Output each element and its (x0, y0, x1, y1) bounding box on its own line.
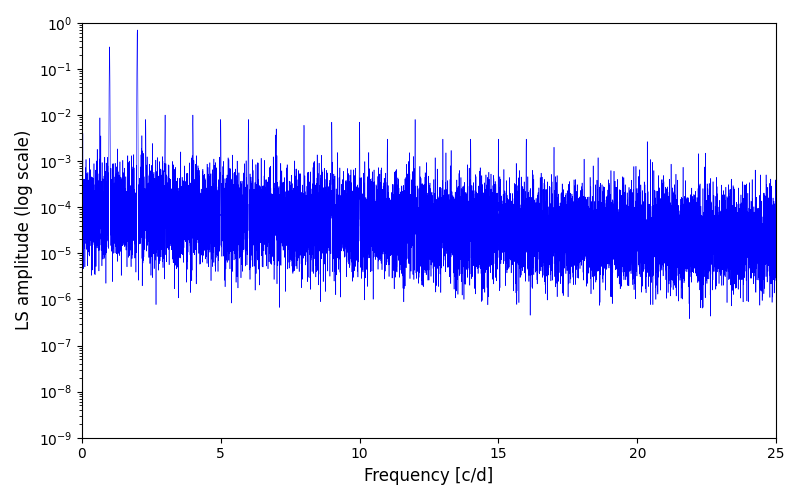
Y-axis label: LS amplitude (log scale): LS amplitude (log scale) (15, 130, 33, 330)
X-axis label: Frequency [c/d]: Frequency [c/d] (364, 467, 494, 485)
